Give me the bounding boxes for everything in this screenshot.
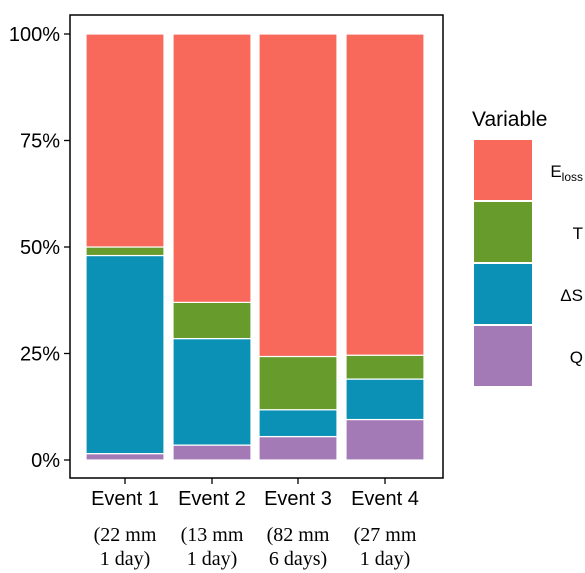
x-note-line: 1 day) <box>100 548 151 570</box>
x-axis: Event 1(22 mm1 day)Event 2(13 mm1 day)Ev… <box>91 478 419 570</box>
legend: Variable Eloss T ΔS Q <box>472 108 583 386</box>
legend-label-eloss: Eloss <box>550 162 583 184</box>
legend-key-t <box>474 202 532 262</box>
y-tick-label: 100% <box>9 24 60 46</box>
x-note-line: (22 mm <box>94 524 157 546</box>
bars-layer <box>85 33 425 461</box>
bar-event-1-t <box>85 246 165 257</box>
x-note-line: (82 mm <box>267 524 330 546</box>
legend-label-t: T <box>573 224 583 243</box>
y-tick-label: 25% <box>20 344 60 366</box>
bar-event-2-s <box>172 337 252 446</box>
x-tick-label: Event 1 <box>91 488 159 510</box>
bar-event-3-q <box>258 435 338 461</box>
x-tick-label: Event 4 <box>351 488 419 510</box>
bar-event-4-s <box>345 378 425 421</box>
y-tick-label: 75% <box>20 131 60 153</box>
legend-label-q: Q <box>570 348 583 367</box>
bar-event-2-t <box>172 301 252 340</box>
bar-event-3-eloss <box>258 33 338 358</box>
bar-event-3-s <box>258 409 338 438</box>
y-tick-label: 50% <box>20 237 60 259</box>
bar-event-3-t <box>258 355 338 411</box>
legend-title: Variable <box>472 108 548 131</box>
bar-event-4-eloss <box>345 33 425 356</box>
y-tick-label: 0% <box>31 450 60 472</box>
x-note-line: 1 day) <box>360 548 411 570</box>
bar-event-4-t <box>345 354 425 380</box>
bar-event-1-eloss <box>85 33 165 248</box>
legend-key-q <box>474 326 532 386</box>
bar-event-2-q <box>172 444 252 461</box>
x-note-line: 6 days) <box>269 548 327 570</box>
x-tick-label: Event 3 <box>264 488 332 510</box>
bar-event-2-eloss <box>172 33 252 303</box>
x-note-line: (27 mm <box>354 524 417 546</box>
legend-key-s <box>474 264 532 324</box>
legend-key-eloss <box>474 140 532 200</box>
x-note-line: (13 mm <box>181 524 244 546</box>
x-note-line: 1 day) <box>187 548 238 570</box>
legend-label-s: ΔS <box>560 286 583 305</box>
bar-event-1-q <box>85 453 165 461</box>
x-tick-label: Event 2 <box>178 488 246 510</box>
bar-event-4-q <box>345 418 425 461</box>
y-axis: 0% 25% 50% 75% 100% <box>9 24 70 472</box>
bar-event-1-s <box>85 254 165 455</box>
